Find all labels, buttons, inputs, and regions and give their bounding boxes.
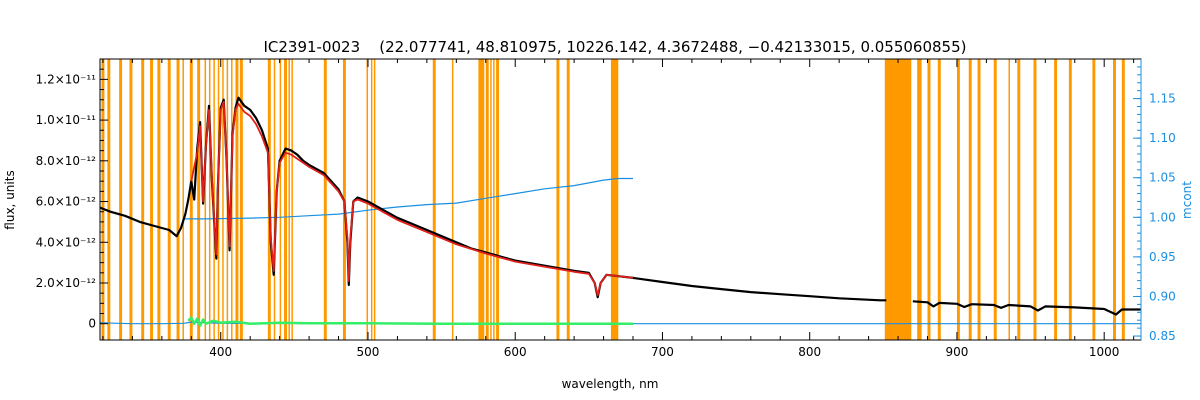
y-tick-label: 0 <box>88 317 96 331</box>
masked-region <box>1033 59 1037 340</box>
x-tick-label: 700 <box>651 345 674 359</box>
masked-region <box>366 59 369 340</box>
masked-region <box>197 59 201 340</box>
masked-region <box>284 59 287 340</box>
masked-region <box>937 59 941 340</box>
masked-region <box>432 59 436 340</box>
masked-region <box>1054 59 1058 340</box>
masked-region <box>977 59 981 340</box>
series-residual <box>187 316 633 327</box>
masked-region <box>566 59 570 340</box>
masked-region <box>496 59 500 340</box>
masked-region <box>129 59 133 340</box>
y2-tick-label: 1.15 <box>1149 92 1176 106</box>
y2-tick-label: 1.10 <box>1149 131 1176 145</box>
masked-region <box>204 59 207 340</box>
plot-frame <box>99 58 1142 341</box>
y2-tick-label: 0.90 <box>1149 289 1176 303</box>
series-mcont <box>182 177 633 220</box>
x-tick-label: 500 <box>357 345 380 359</box>
masked-region <box>1017 59 1021 340</box>
masked-region <box>1121 59 1125 340</box>
masked-region <box>1113 59 1116 340</box>
series-model <box>190 100 634 297</box>
masked-region <box>485 59 489 340</box>
series-observed-ir <box>912 300 1141 316</box>
y2-tick-label: 0.85 <box>1149 329 1176 343</box>
masked-region <box>556 59 560 340</box>
masked-region <box>927 59 931 340</box>
masked-region <box>370 59 373 340</box>
series-layer <box>99 96 1141 327</box>
masked-region <box>968 59 972 340</box>
masked-region <box>119 59 123 340</box>
masked-region <box>273 59 276 340</box>
masked-region <box>150 59 154 340</box>
masked-region <box>157 59 161 340</box>
masked-region <box>956 59 960 340</box>
masked-region <box>288 59 290 340</box>
y-tick-label: 2.0×10⁻¹² <box>36 276 97 290</box>
masked-region <box>1092 59 1096 340</box>
y2-tick-label: 0.95 <box>1149 250 1176 264</box>
masked-region <box>235 59 239 340</box>
y-tick-label: 8.0×10⁻¹² <box>36 154 97 168</box>
x-tick-label: 600 <box>504 345 527 359</box>
masked-region <box>610 59 619 340</box>
masked-region <box>182 59 184 340</box>
masked-region <box>101 59 105 340</box>
y-axis-label: flux, units <box>3 170 17 229</box>
masked-region <box>993 59 997 340</box>
x-tick-label: 800 <box>798 345 821 359</box>
ticks: 400 500 600 700 800 900 1000 0 2.0×10⁻¹² 4.0×10⁻¹… <box>36 58 1176 359</box>
masked-region <box>189 59 193 340</box>
y2-tick-label: 1.05 <box>1149 171 1176 185</box>
masked-region <box>107 59 111 340</box>
masked-region <box>176 59 180 340</box>
masked-region <box>291 59 293 340</box>
masked-region <box>167 59 171 340</box>
masked-region <box>1068 59 1072 340</box>
masked-region <box>279 59 282 340</box>
x-tick-label: 900 <box>945 345 968 359</box>
y-tick-label: 1.2×10⁻¹¹ <box>36 72 97 86</box>
masked-region <box>373 59 376 340</box>
y-tick-label: 6.0×10⁻¹² <box>36 195 97 209</box>
axes <box>99 58 1142 341</box>
masked-region <box>490 59 492 340</box>
y2-axis-label: mcont <box>1180 181 1194 219</box>
masked-region <box>208 59 211 340</box>
y-tick-label: 1.0×10⁻¹¹ <box>36 113 97 127</box>
masked-region <box>884 59 912 340</box>
masked-region <box>493 59 495 340</box>
masked-regions <box>101 59 1125 340</box>
masked-region <box>1008 59 1010 340</box>
x-tick-label: 1000 <box>1089 345 1120 359</box>
masked-region <box>917 59 922 340</box>
chart-title: IC2391-0023 (22.077741, 48.810975, 10226… <box>263 38 966 56</box>
y-tick-label: 4.0×10⁻¹² <box>36 235 97 249</box>
y2-tick-label: 1.00 <box>1149 210 1176 224</box>
masked-region <box>323 59 327 340</box>
masked-region <box>451 59 454 340</box>
x-tick-label: 400 <box>209 345 232 359</box>
x-axis-label: wavelength, nm <box>562 377 659 391</box>
masked-region <box>239 59 243 340</box>
masked-region <box>213 59 215 340</box>
masked-region <box>222 59 224 340</box>
masked-region <box>141 59 145 340</box>
